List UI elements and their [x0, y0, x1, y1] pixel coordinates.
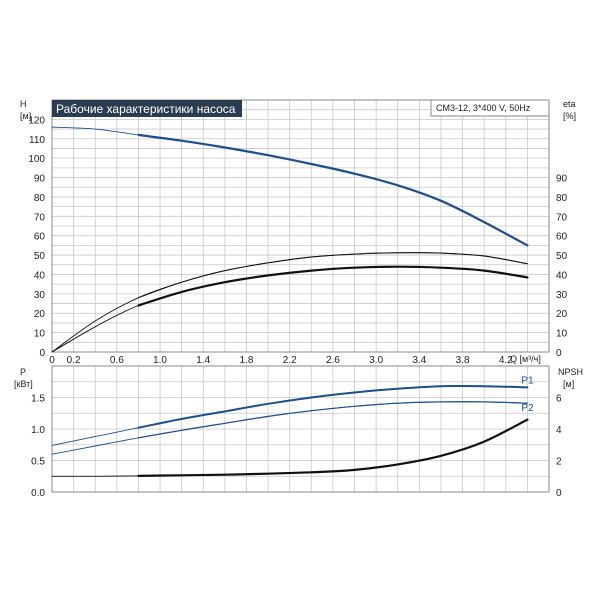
curve-p1 — [137, 384, 529, 429]
p-tick-label: 0.0 — [31, 488, 45, 499]
p-tick-label: 0.5 — [31, 457, 45, 468]
h-tick-label: 90 — [34, 174, 46, 185]
tick-labels: 0 0.2 0.6 1.0 1.4 1.8 2.2 2.6 3.0 3.4 3.8 4.2010203… — [28, 115, 567, 499]
h-axis-label: H — [20, 99, 27, 109]
eta-tick-label: 0 — [556, 348, 562, 359]
eta-axis-label: eta — [563, 99, 576, 109]
eta-axis-unit: [%] — [563, 111, 576, 121]
npsh-tick-label: 0 — [556, 488, 562, 499]
q-axis-label: Q [м³/ч] — [510, 354, 541, 364]
curve-label-p1: P1 — [521, 375, 534, 386]
eta-tick-label: 80 — [556, 193, 568, 204]
x-tick-label: 2.6 — [326, 355, 340, 366]
x-tick-label: 3.0 — [369, 355, 383, 366]
eta-tick-label: 10 — [556, 329, 568, 340]
p-axis-label: P — [20, 367, 26, 377]
h-tick-label: 80 — [34, 193, 46, 204]
curve-eta_thin — [137, 252, 528, 299]
bottom-panel-grid — [52, 366, 549, 492]
p-tick-label: 1.5 — [31, 394, 45, 405]
h-tick-label: 40 — [34, 270, 46, 281]
curves — [51, 126, 529, 477]
x-tick-label: 0.2 — [67, 355, 81, 366]
curve-labels: P1 P2 — [521, 375, 534, 414]
curve-p2 — [137, 401, 528, 439]
eta-tick-label: 20 — [556, 309, 568, 320]
h-tick-label: 110 — [29, 135, 45, 146]
h-tick-label: 10 — [34, 329, 46, 340]
eta-tick-label: 60 — [556, 232, 568, 243]
chart-title: Рабочие характеристики насоса — [56, 102, 236, 116]
x-tick-label: 0.6 — [110, 355, 124, 366]
x-tick-label: 0 — [49, 355, 55, 366]
npsh-tick-label: 2 — [556, 457, 562, 468]
p-tick-label: 1.0 — [31, 425, 45, 436]
h-tick-label: 20 — [34, 309, 46, 320]
x-tick-label: 3.8 — [456, 355, 470, 366]
eta-tick-label: 90 — [556, 174, 568, 185]
eta-tick-label: 50 — [556, 251, 568, 262]
npsh-tick-label: 4 — [556, 425, 562, 436]
h-tick-label: 0 — [39, 348, 45, 359]
h-tick-label: 70 — [34, 212, 46, 223]
npsh-axis-unit: [м] — [563, 379, 574, 389]
bottom-panel-frame — [51, 365, 550, 493]
x-tick-label: 1.4 — [196, 355, 210, 366]
npsh-tick-label: 6 — [556, 394, 562, 405]
p-axis-unit: [кВт] — [14, 379, 33, 389]
model-box — [430, 99, 550, 117]
eta-tick-label: 40 — [556, 270, 568, 281]
h-tick-label: 30 — [34, 290, 46, 301]
curve-eta_bold — [137, 265, 529, 307]
title-box — [52, 100, 242, 117]
h-axis-unit: [м] — [20, 111, 31, 121]
x-tick-label: 1.8 — [240, 355, 254, 366]
h-tick-label: 100 — [28, 154, 45, 165]
top-panel-frame — [51, 99, 550, 353]
x-tick-label: 4.2 — [499, 355, 513, 366]
x-tick-label: 2.2 — [283, 355, 297, 366]
x-tick-label: 3.4 — [412, 355, 426, 366]
h-tick-label: 60 — [34, 232, 46, 243]
curve-npsh — [137, 418, 529, 477]
curve-label-p2: P2 — [521, 403, 534, 414]
pump-model-label: CM3-12, 3*400 V, 50Hz — [436, 103, 531, 113]
h-tick-label: 50 — [34, 251, 46, 262]
eta-tick-label: 30 — [556, 290, 568, 301]
curve-h — [137, 133, 529, 247]
h-tick-label: 120 — [28, 115, 45, 126]
npsh-axis-label: NPSH — [558, 367, 583, 377]
x-tick-label: 1.0 — [153, 355, 167, 366]
eta-tick-label: 70 — [556, 212, 568, 223]
